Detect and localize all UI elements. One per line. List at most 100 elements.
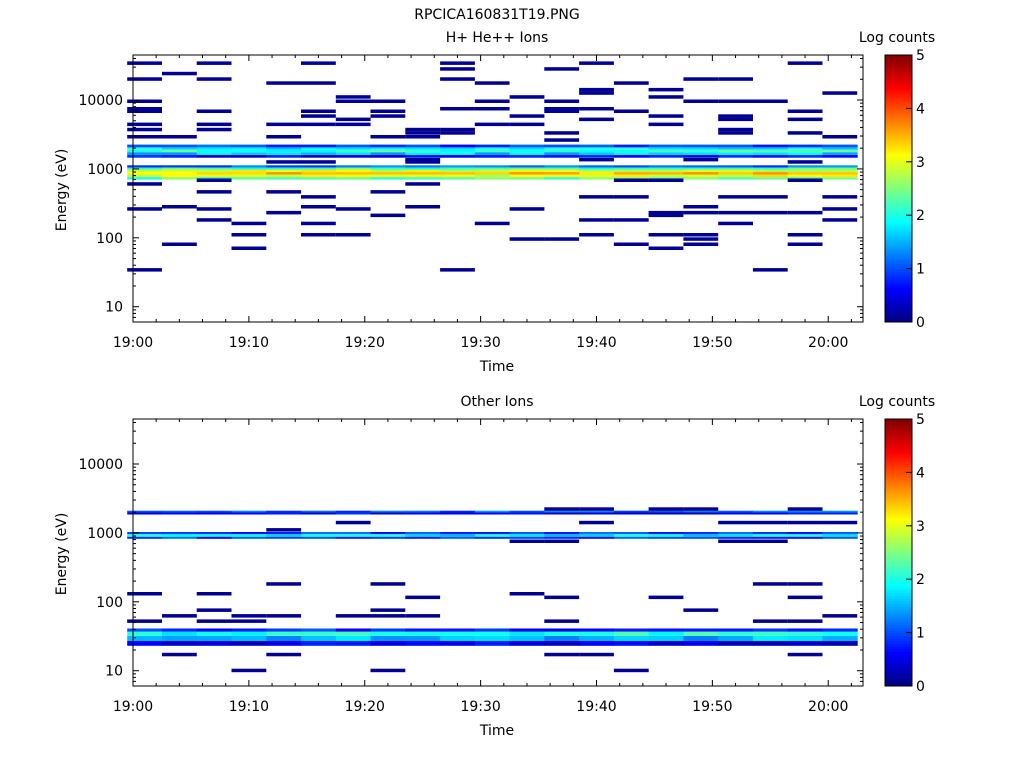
- heatmap-band-cell: [196, 631, 232, 636]
- heatmap-sparse-cell: [544, 507, 580, 511]
- colorbar-tick-label: 0: [916, 679, 925, 695]
- heatmap-band-cell: [162, 536, 198, 539]
- heatmap-band-cell: [787, 628, 823, 632]
- heatmap-band-cell: [648, 631, 684, 636]
- panel-title: H+ He++ Ions: [446, 30, 549, 46]
- y-axis-label: Energy (eV): [54, 513, 70, 596]
- heatmap-band-cell: [683, 149, 719, 153]
- colorbar-step: [885, 539, 912, 543]
- heatmap-sparse-cell: [301, 205, 336, 209]
- colorbar-step: [885, 65, 912, 69]
- heatmap-band-cell: [683, 532, 719, 535]
- heatmap-sparse-cell: [196, 178, 232, 182]
- heatmap-band-cell: [370, 147, 406, 150]
- heatmap-band-cell: [162, 631, 198, 636]
- colorbar-step: [885, 637, 912, 642]
- colorbar-step: [885, 429, 912, 433]
- heatmap-band-cell: [162, 510, 198, 513]
- heatmap-band-cell: [787, 165, 823, 168]
- heatmap-band-cell: [162, 172, 198, 175]
- heatmap-sparse-cell: [301, 114, 336, 118]
- heatmap-band-cell: [683, 641, 719, 646]
- heatmap-sparse-cell: [579, 91, 614, 95]
- colorbar-step: [885, 241, 912, 245]
- colorbar-tick-label: 2: [916, 572, 925, 588]
- colorbar-step: [885, 60, 912, 64]
- colorbar-tick-label: 1: [916, 262, 925, 278]
- heatmap-band-cell: [787, 534, 823, 537]
- colorbar-step: [885, 249, 912, 253]
- heatmap-sparse-cell: [301, 109, 336, 113]
- colorbar-step: [885, 648, 912, 652]
- colorbar-step: [885, 677, 912, 682]
- heatmap-band-cell: [822, 177, 858, 180]
- heatmap-band-cell: [370, 174, 406, 178]
- panel-other-ions: Other Ions 19:00 19:10 19:20 19:30 19:40 19:5…: [54, 394, 935, 739]
- colorbar-step: [885, 185, 912, 189]
- heatmap-sparse-cell: [162, 135, 197, 139]
- colorbar-step: [885, 313, 912, 318]
- colorbar-step: [885, 100, 912, 104]
- colorbar-step: [885, 491, 912, 495]
- colorbar-tick-label: 4: [916, 465, 925, 481]
- colorbar-step: [885, 284, 912, 288]
- heatmap-sparse-cell: [648, 507, 684, 511]
- heatmap-band-cell: [822, 149, 858, 153]
- colorbar-step: [885, 456, 912, 460]
- heatmap-sparse-cell: [579, 87, 614, 92]
- heatmap-band-cell: [648, 641, 684, 646]
- heatmap-band-cell: [787, 149, 823, 153]
- y-tick-label: 1000: [87, 162, 123, 178]
- heatmap-sparse-cell: [474, 122, 510, 127]
- heatmap-band-cell: [335, 532, 372, 535]
- heatmap-band-cell: [683, 154, 719, 158]
- colorbar-step: [885, 576, 912, 580]
- colorbar-step: [885, 645, 912, 650]
- heatmap-band-cell: [509, 144, 545, 148]
- colorbar-step: [885, 244, 912, 248]
- heatmap-band-cell: [752, 167, 789, 170]
- colorbar-step: [885, 680, 912, 684]
- colorbar-step: [885, 153, 912, 157]
- heatmap-band-cell: [162, 628, 198, 632]
- heatmap-band-cell: [544, 174, 580, 178]
- colorbar-step: [885, 135, 912, 139]
- y-tick-label: 10: [105, 300, 123, 316]
- heatmap-sparse-cell: [509, 592, 545, 596]
- heatmap-band-cell: [787, 167, 823, 170]
- heatmap-sparse-cell: [440, 61, 475, 65]
- heatmap-band-cell: [648, 172, 684, 175]
- heatmap-band-cell: [579, 144, 615, 148]
- heatmap-sparse-cell: [579, 107, 614, 111]
- heatmap-band-cell: [440, 169, 476, 172]
- heatmap-sparse-cell: [752, 582, 788, 586]
- colorbar-step: [885, 653, 912, 658]
- heatmap-band-cell: [162, 534, 198, 537]
- heatmap-band-cell: [370, 169, 406, 172]
- x-tick-label: 19:40: [576, 699, 616, 715]
- heatmap-sparse-cell: [544, 109, 580, 113]
- heatmap-band-cell: [231, 534, 267, 537]
- colorbar-step: [885, 605, 912, 609]
- x-tick-label: 19:20: [345, 335, 385, 351]
- colorbar-step: [885, 265, 912, 269]
- colorbar-step: [885, 97, 912, 101]
- heatmap-band-cell: [301, 144, 337, 148]
- colorbar-step: [885, 89, 912, 93]
- colorbar-step: [885, 201, 912, 205]
- heatmap-band-cell: [231, 631, 267, 636]
- colorbar-step: [885, 239, 912, 243]
- heatmap-sparse-cell: [648, 178, 684, 182]
- heatmap-sparse-cell: [544, 619, 580, 623]
- colorbar-step: [885, 507, 912, 511]
- heatmap-band-cell: [127, 536, 163, 539]
- colorbar-step: [885, 143, 912, 147]
- colorbar-step: [885, 480, 912, 484]
- heatmap-band-cell: [544, 631, 580, 636]
- heatmap-sparse-cell: [196, 127, 232, 132]
- heatmap-sparse-cell: [196, 218, 232, 222]
- heatmap-band-cell: [335, 536, 372, 539]
- heatmap-sparse-cell: [301, 122, 336, 127]
- heatmap-band-cell: [301, 167, 337, 170]
- plot-frame: [132, 54, 864, 323]
